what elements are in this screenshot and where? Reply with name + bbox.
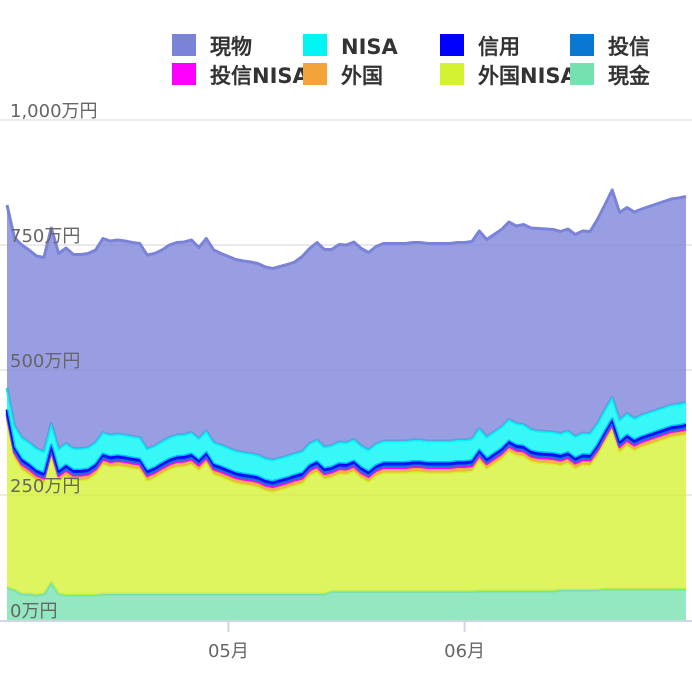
legend-item[interactable]: NISA xyxy=(303,34,399,59)
legend-swatch xyxy=(570,63,594,85)
y-tick-label: 1,000万円 xyxy=(10,101,98,122)
legend-swatch xyxy=(172,34,196,56)
legend-label: 現金 xyxy=(608,64,651,88)
legend-item[interactable]: 外国NISA xyxy=(440,63,578,88)
legend-item[interactable]: 外国 xyxy=(303,63,383,88)
y-tick-label: 250万円 xyxy=(10,476,80,497)
legend-swatch xyxy=(440,63,464,85)
legend-label: 投信NISA xyxy=(210,64,310,88)
y-axis-ticks: 0万円 250万円 500万円 750万円 1,000万円 xyxy=(10,101,98,622)
y-tick-label: 500万円 xyxy=(10,351,80,372)
legend-swatch xyxy=(440,34,464,56)
legend-label: 信用 xyxy=(478,35,520,59)
legend-label: 投信 xyxy=(608,35,650,59)
legend-label: 外国 xyxy=(341,64,383,88)
legend-item[interactable]: 投信 xyxy=(570,34,650,59)
legend-swatch xyxy=(570,34,594,56)
area-series-layer xyxy=(5,188,687,620)
area-series-line-7 xyxy=(5,188,687,270)
area-series-1 xyxy=(7,419,686,595)
legend-swatch xyxy=(303,34,327,56)
legend-label: 現物 xyxy=(210,35,252,59)
legend-swatch xyxy=(303,63,327,85)
y-tick-label: 0万円 xyxy=(10,601,57,622)
legend-label: 外国NISA xyxy=(478,64,578,88)
x-tick-label: 06月 xyxy=(444,641,485,662)
x-tick-label: 05月 xyxy=(208,641,249,662)
legend-swatch xyxy=(172,63,196,85)
legend-item[interactable]: 信用 xyxy=(440,34,520,59)
legend-item[interactable]: 現金 xyxy=(570,63,651,88)
y-tick-label: 750万円 xyxy=(10,226,80,247)
legend-item[interactable]: 投信NISA xyxy=(172,63,310,88)
area-series-6 xyxy=(7,388,686,482)
legend-item[interactable]: 現物 xyxy=(172,34,252,59)
x-axis: 05月 06月 xyxy=(0,620,692,662)
legend-label: NISA xyxy=(341,35,399,59)
area-series-7 xyxy=(7,190,686,460)
